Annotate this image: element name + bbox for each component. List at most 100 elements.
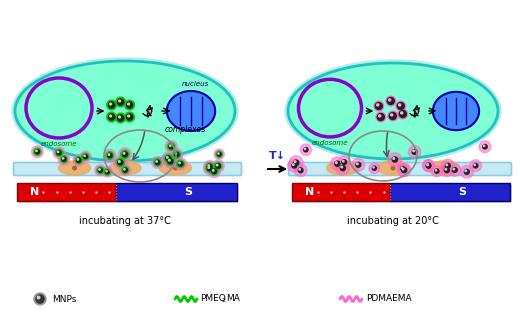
Circle shape <box>216 164 220 168</box>
Circle shape <box>390 97 395 103</box>
Circle shape <box>95 165 106 176</box>
Circle shape <box>400 103 406 109</box>
Circle shape <box>126 116 132 121</box>
Text: endosome: endosome <box>41 141 77 147</box>
Circle shape <box>357 163 358 164</box>
Circle shape <box>162 152 175 165</box>
Circle shape <box>171 149 183 161</box>
Circle shape <box>178 162 183 166</box>
Circle shape <box>110 113 115 118</box>
FancyBboxPatch shape <box>14 163 241 175</box>
Circle shape <box>292 163 297 168</box>
Circle shape <box>380 113 385 118</box>
Circle shape <box>128 113 133 118</box>
Circle shape <box>36 150 37 152</box>
Circle shape <box>174 158 187 170</box>
Circle shape <box>175 152 179 157</box>
Circle shape <box>84 155 85 156</box>
Circle shape <box>390 111 396 117</box>
Circle shape <box>388 153 402 166</box>
Circle shape <box>399 102 405 107</box>
Circle shape <box>387 97 392 102</box>
Circle shape <box>378 103 383 108</box>
Circle shape <box>55 149 63 157</box>
Circle shape <box>335 162 337 164</box>
Circle shape <box>374 105 380 110</box>
Circle shape <box>336 161 349 175</box>
Circle shape <box>299 169 301 170</box>
Circle shape <box>129 103 134 108</box>
Circle shape <box>109 116 113 121</box>
Circle shape <box>376 105 382 111</box>
Circle shape <box>126 114 133 120</box>
Circle shape <box>109 113 114 118</box>
Circle shape <box>294 161 296 163</box>
Circle shape <box>464 169 469 174</box>
Circle shape <box>108 115 112 120</box>
Circle shape <box>378 102 383 107</box>
Circle shape <box>388 114 394 119</box>
Circle shape <box>376 104 379 106</box>
Circle shape <box>402 111 407 116</box>
Circle shape <box>126 116 131 121</box>
Circle shape <box>175 153 177 154</box>
Circle shape <box>108 114 112 119</box>
Circle shape <box>445 168 449 173</box>
Circle shape <box>120 115 125 120</box>
Circle shape <box>440 164 453 177</box>
Circle shape <box>389 115 395 121</box>
Circle shape <box>397 164 411 177</box>
Circle shape <box>389 100 394 106</box>
Ellipse shape <box>59 161 90 175</box>
Circle shape <box>392 114 397 119</box>
Circle shape <box>37 296 40 299</box>
Text: S: S <box>185 187 192 197</box>
Circle shape <box>213 170 214 171</box>
Circle shape <box>128 115 129 117</box>
Circle shape <box>109 104 114 109</box>
Circle shape <box>126 101 132 106</box>
Circle shape <box>380 115 385 120</box>
Circle shape <box>110 101 115 106</box>
Circle shape <box>399 105 405 110</box>
Circle shape <box>388 113 394 119</box>
Circle shape <box>116 115 122 120</box>
Circle shape <box>107 114 112 119</box>
Circle shape <box>34 293 46 305</box>
Circle shape <box>123 153 125 154</box>
Circle shape <box>217 152 221 156</box>
Circle shape <box>204 161 216 172</box>
Circle shape <box>170 145 171 146</box>
Circle shape <box>426 164 431 168</box>
Circle shape <box>164 154 177 168</box>
Circle shape <box>408 145 421 158</box>
Circle shape <box>110 113 115 118</box>
Circle shape <box>375 105 381 111</box>
Circle shape <box>400 104 406 110</box>
Circle shape <box>116 100 122 105</box>
Circle shape <box>106 152 114 160</box>
Circle shape <box>460 165 473 178</box>
Circle shape <box>203 163 216 175</box>
Circle shape <box>102 167 113 177</box>
Circle shape <box>206 164 214 172</box>
Circle shape <box>109 101 113 106</box>
Circle shape <box>32 146 43 158</box>
Circle shape <box>289 156 303 169</box>
Circle shape <box>422 160 435 172</box>
Circle shape <box>125 100 135 110</box>
Circle shape <box>435 169 437 171</box>
Circle shape <box>120 101 124 106</box>
Circle shape <box>374 103 380 108</box>
Circle shape <box>304 148 306 150</box>
Circle shape <box>128 103 129 105</box>
Text: T↓: T↓ <box>269 151 286 161</box>
Circle shape <box>341 166 343 168</box>
Circle shape <box>125 115 131 120</box>
Circle shape <box>448 164 461 176</box>
Circle shape <box>342 160 347 164</box>
Circle shape <box>396 104 402 110</box>
Circle shape <box>167 143 175 151</box>
Circle shape <box>127 113 132 118</box>
Circle shape <box>391 112 396 117</box>
